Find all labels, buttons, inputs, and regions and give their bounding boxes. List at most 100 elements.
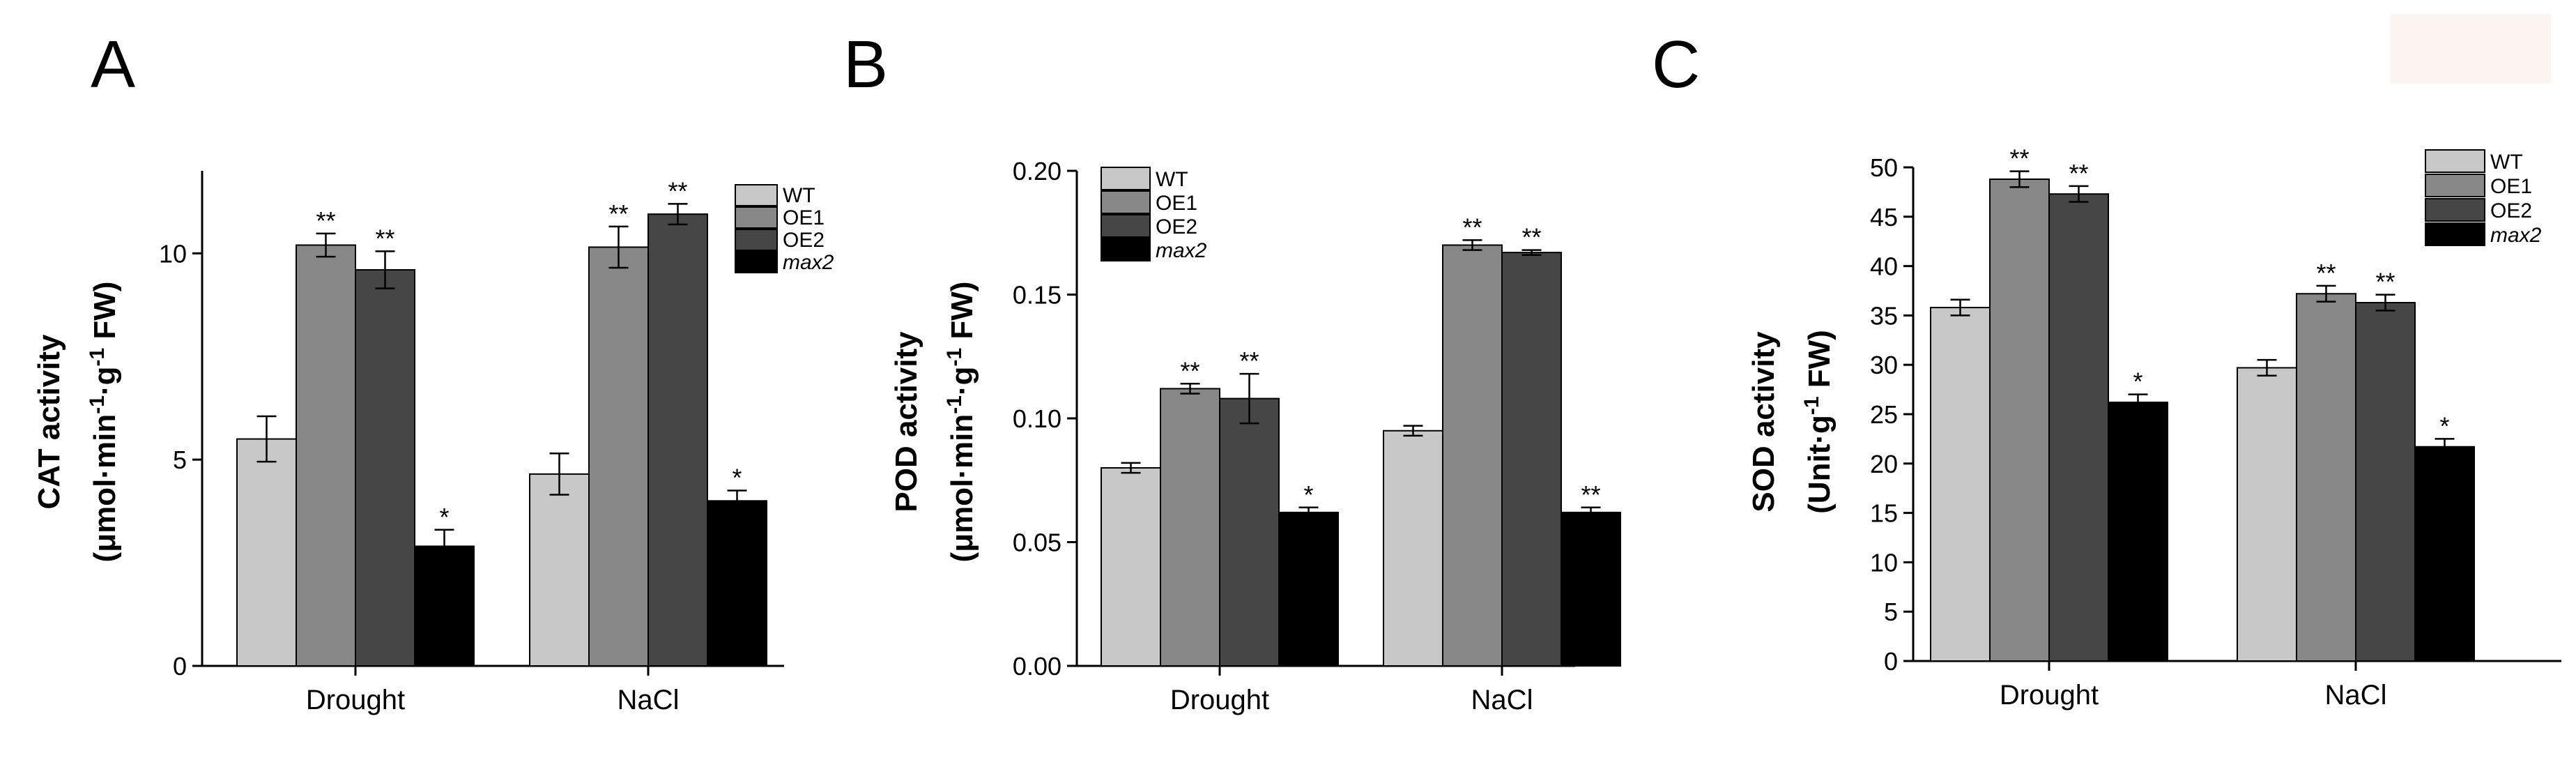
panel-c-ytick-label: 50 xyxy=(1870,153,1898,182)
panel-a-ylabel-line2: (μmol·min-1·g-1 FW) xyxy=(86,282,122,563)
panel-a-legend-swatch-wt xyxy=(735,184,778,206)
panel-a-legend-swatch-max2 xyxy=(735,251,778,273)
panel-c-ytick-label: 35 xyxy=(1870,301,1898,330)
panel-c-ytick-label: 25 xyxy=(1870,400,1898,429)
panel-b-category-label: NaCl xyxy=(1471,685,1533,715)
panel-c-bar-max2-nacl xyxy=(2414,446,2475,662)
panel-a-letter: A xyxy=(91,27,135,102)
panel-c-sig-label: ** xyxy=(2009,144,2029,173)
panel-c-sig-label: ** xyxy=(2069,159,2088,188)
panel-c-bar-wt-drought xyxy=(1930,307,1991,662)
panel-b-legend-label-oe2: OE2 xyxy=(1156,215,1197,238)
panel-c-ytick-label: 20 xyxy=(1870,450,1898,478)
panel-a-legend-label-wt: WT xyxy=(783,184,815,207)
panel-b-bar-wt-drought xyxy=(1101,467,1161,667)
panel-b-legend-swatch-max2 xyxy=(1101,238,1151,261)
panel-c-sig-label: * xyxy=(2439,411,2449,440)
panel-a-sig-label: * xyxy=(732,464,742,492)
panel-c-ylabel-line2: (Unit·g-1 FW) xyxy=(1800,330,1837,514)
panel-b-ytick-label: 0.00 xyxy=(1013,652,1061,681)
panel-c-ytick-label: 30 xyxy=(1870,351,1898,379)
panel-a-sig-label: ** xyxy=(668,176,687,205)
panel-b-sig-label: ** xyxy=(1239,347,1259,375)
panel-a-bar-oe1-nacl xyxy=(588,246,649,667)
panel-a-category-label: Drought xyxy=(306,685,405,715)
panel-b-sig-label: * xyxy=(1303,480,1313,509)
panel-c-ytick-label: 5 xyxy=(1884,598,1898,626)
panel-c-sig-label: ** xyxy=(2375,268,2395,296)
panel-c-category-label: Drought xyxy=(2000,680,2099,711)
panel-a-ylabel-line1: CAT activity xyxy=(32,334,66,510)
panel-b-bar-oe1-nacl xyxy=(1442,244,1503,667)
panel-a-bar-wt-nacl xyxy=(529,473,590,667)
panel-c-ylabel-line1: SOD activity xyxy=(1747,331,1781,512)
panel-b-ytick-label: 0.20 xyxy=(1013,157,1061,185)
panel-a-legend-swatch-oe1 xyxy=(735,206,778,229)
panel-c-ytick-label: 15 xyxy=(1870,499,1898,528)
panel-b-legend-swatch-oe2 xyxy=(1101,214,1151,238)
panel-c-bar-oe2-nacl xyxy=(2355,301,2416,662)
panel-b: B POD activity (μmol·min-1·g-1 FW) 0.00 0… xyxy=(843,27,1621,715)
panel-a: A CAT activity (μmol·min-1·g-1 FW) 0 5 10 *… xyxy=(32,27,834,715)
panel-c-legend-label-max2: max2 xyxy=(2490,224,2542,247)
panel-c-bar-oe1-nacl xyxy=(2296,293,2356,662)
panel-a-bar-max2-drought xyxy=(414,545,475,667)
panel-a-legend-label-oe2: OE2 xyxy=(783,229,825,252)
panel-b-bar-wt-nacl xyxy=(1383,430,1443,667)
panel-b-bar-oe2-drought xyxy=(1219,397,1280,667)
panel-b-ytick-label: 0.10 xyxy=(1013,404,1061,433)
panel-a-sig-label: ** xyxy=(608,199,628,228)
panel-c-legend-label-wt: WT xyxy=(2490,151,2523,174)
panel-c-category-label: NaCl xyxy=(2325,680,2387,711)
panel-a-sig-label: ** xyxy=(316,206,335,235)
panel-b-ylabel-line1: POD activity xyxy=(889,331,923,512)
panel-b-category-label: Drought xyxy=(1170,685,1269,715)
panel-c-ytick-label: 10 xyxy=(1870,548,1898,577)
panel-b-sig-label: ** xyxy=(1581,480,1600,509)
panel-b-legend-swatch-oe1 xyxy=(1101,190,1151,214)
panel-b-bar-oe1-drought xyxy=(1160,388,1220,667)
panel-c-legend-label-oe2: OE2 xyxy=(2490,199,2532,222)
panel-c-ytick-label: 40 xyxy=(1870,252,1898,281)
panel-a-ytick-label: 5 xyxy=(173,446,187,474)
panel-b-legend-label-max2: max2 xyxy=(1156,239,1207,262)
panel-a-bar-max2-nacl xyxy=(707,500,767,667)
panel-a-bar-oe2-nacl xyxy=(647,213,708,667)
panel-c-sig-label: * xyxy=(2133,367,2142,396)
panel-b-ylabel-line2: (μmol·min-1·g-1 FW) xyxy=(943,282,979,563)
panel-a-ytick-label: 10 xyxy=(159,239,187,268)
panel-a-legend-label-max2: max2 xyxy=(783,251,834,274)
panel-c-legend-label-oe1: OE1 xyxy=(2490,175,2532,198)
panel-a-ytick-label: 0 xyxy=(173,652,187,681)
panel-a-bar-oe1-drought xyxy=(296,244,356,667)
panel-b-legend-label-oe1: OE1 xyxy=(1156,192,1197,215)
panel-b-bar-max2-nacl xyxy=(1561,511,1621,667)
panel-c: C SOD activity (Unit·g-1 FW) 0 5 10 15 20 25 3… xyxy=(1652,27,2561,711)
panel-a-sig-label: * xyxy=(439,503,449,531)
panel-b-legend-label-wt: WT xyxy=(1156,168,1188,191)
panel-a-bar-wt-drought xyxy=(236,438,297,667)
corner-mark xyxy=(2391,14,2551,84)
panel-c-ytick-label: 0 xyxy=(1884,647,1898,676)
panel-c-ytick-label: 45 xyxy=(1870,203,1898,231)
panel-b-ytick-label: 0.15 xyxy=(1013,281,1061,310)
panel-a-bar-oe2-drought xyxy=(355,269,415,667)
panel-a-legend-swatch-oe2 xyxy=(735,229,778,251)
panel-c-legend-swatch-max2 xyxy=(2425,222,2485,246)
panel-b-sig-label: ** xyxy=(1180,356,1199,385)
panel-b-bar-oe2-nacl xyxy=(1501,252,1562,667)
panel-c-bar-max2-drought xyxy=(2108,402,2168,662)
panel-c-sig-label: ** xyxy=(2316,259,2336,287)
panel-b-legend-swatch-wt xyxy=(1101,167,1151,190)
panel-c-bar-wt-nacl xyxy=(2237,367,2297,662)
panel-b-sig-label: ** xyxy=(1521,223,1541,252)
panel-a-sig-label: ** xyxy=(375,224,394,252)
panel-c-legend-swatch-wt xyxy=(2425,149,2485,173)
panel-c-legend-swatch-oe1 xyxy=(2425,174,2485,197)
panel-b-letter: B xyxy=(843,27,888,102)
panel-c-bar-oe2-drought xyxy=(2048,193,2109,662)
panel-c-bar-oe1-drought xyxy=(1989,178,2050,662)
panel-b-bar-max2-drought xyxy=(1278,511,1339,667)
panel-a-legend-label-oe1: OE1 xyxy=(783,206,825,229)
